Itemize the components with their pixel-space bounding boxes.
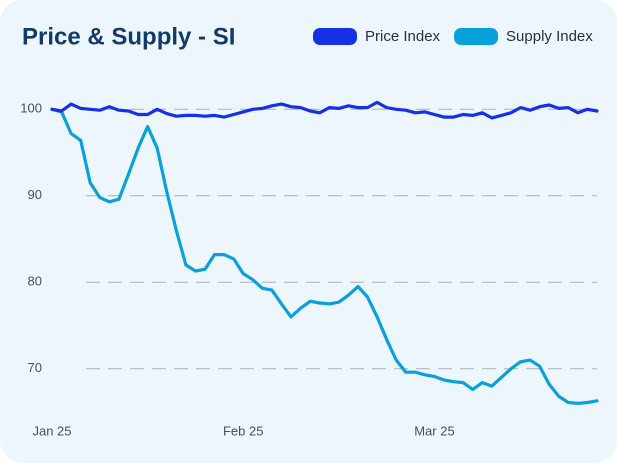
chart-title: Price & Supply - SI — [22, 23, 235, 50]
series-line — [50, 107, 599, 405]
legend-swatch — [313, 28, 357, 45]
series-line — [50, 100, 599, 120]
legend: Price Index Supply Index — [313, 28, 593, 45]
x-tick-label: Feb 25 — [223, 423, 263, 438]
legend-label: Price Index — [365, 28, 441, 45]
x-tick-label: Mar 25 — [414, 423, 454, 438]
legend-swatch — [454, 28, 499, 45]
x-tick-label: Jan 25 — [32, 423, 71, 438]
y-tick-label: 100 — [20, 101, 42, 116]
legend-label: Supply Index — [506, 28, 593, 45]
y-tick-label: 70 — [28, 360, 42, 375]
y-tick-label: 80 — [28, 274, 42, 289]
y-tick-label: 90 — [28, 187, 42, 202]
